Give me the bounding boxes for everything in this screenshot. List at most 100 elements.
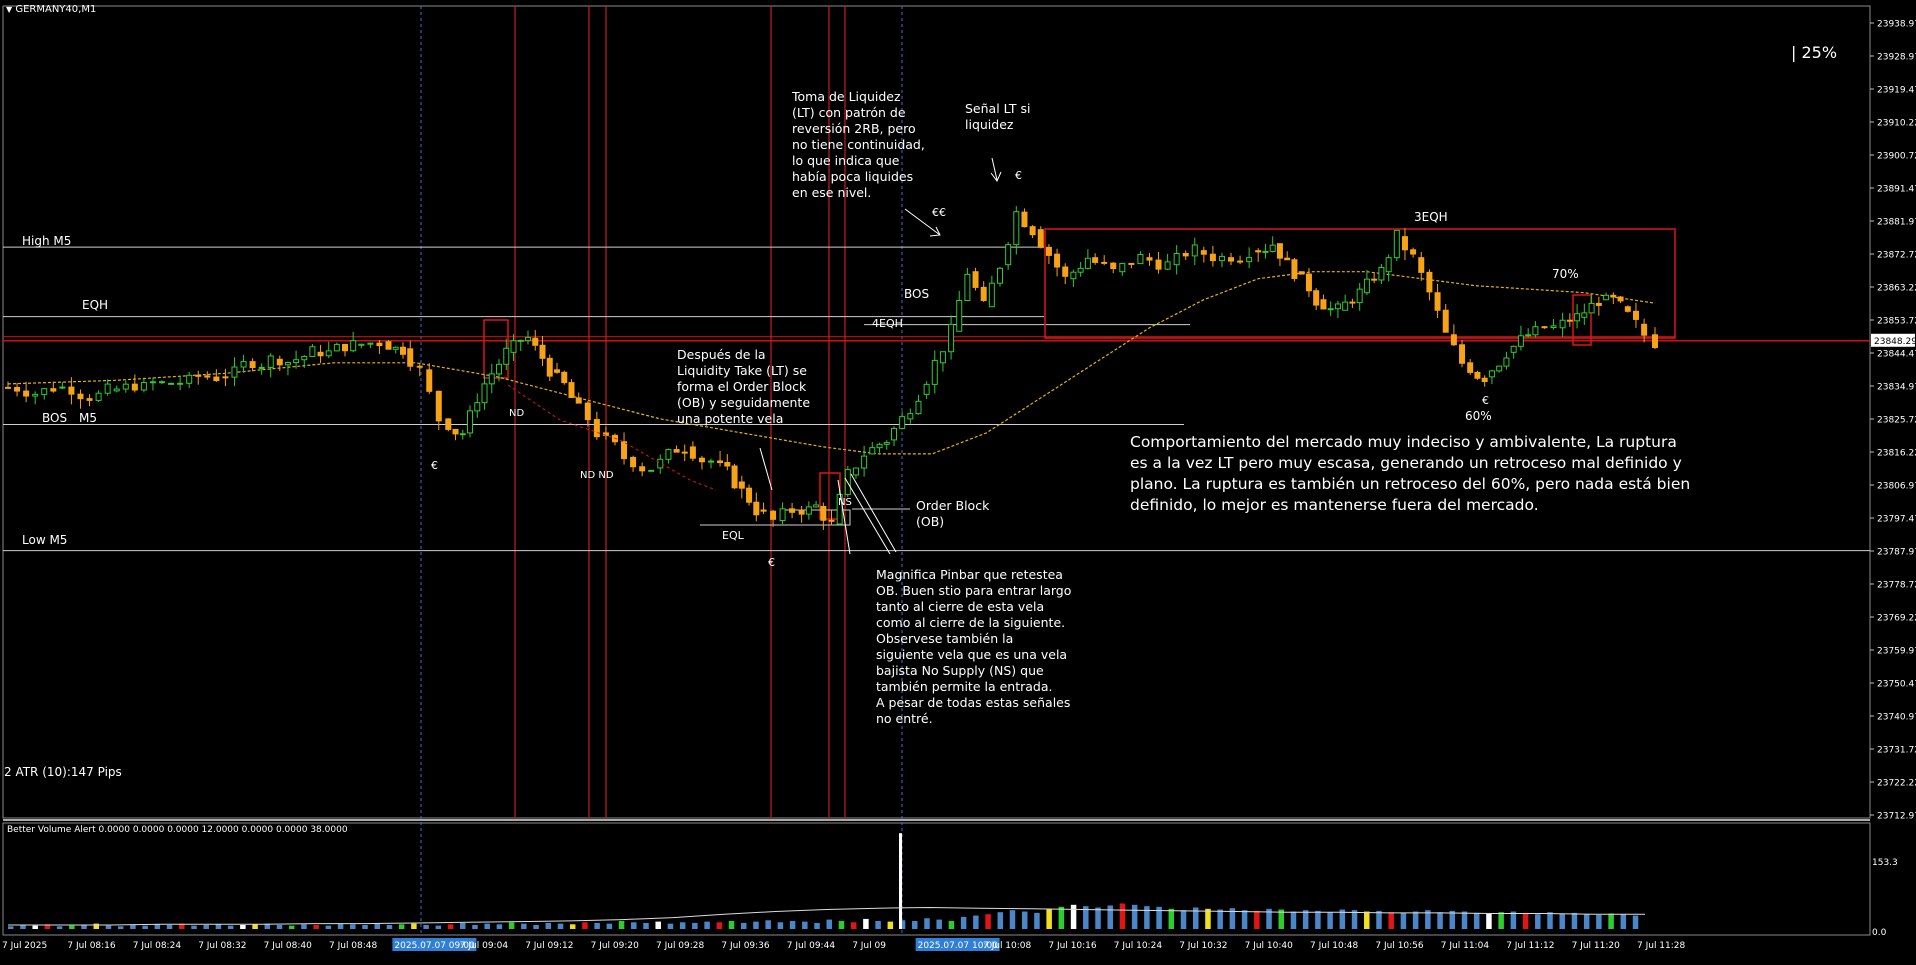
bullish-candle xyxy=(1525,334,1532,337)
bullish-candle xyxy=(510,340,517,353)
volume-bar xyxy=(1156,906,1162,929)
volume-bar xyxy=(1034,912,1040,929)
volume-bar xyxy=(81,924,87,929)
bearish-candle xyxy=(689,446,696,459)
bullish-candle xyxy=(1559,319,1566,329)
bearish-candle xyxy=(828,519,835,522)
bullish-candle xyxy=(525,337,532,341)
bullish-candle xyxy=(41,388,48,395)
bullish-candle xyxy=(367,342,374,345)
volume-bar xyxy=(93,923,100,929)
bearish-candle xyxy=(731,465,738,489)
bearish-candle xyxy=(1276,243,1283,259)
y-tick-label: 23740.97 xyxy=(1877,713,1916,723)
volume-zero-label: 0.0 xyxy=(1872,928,1887,938)
bullish-candle xyxy=(1385,257,1392,273)
bearish-candle xyxy=(1037,229,1044,248)
bullish-candle xyxy=(948,323,955,353)
x-tick-label: 7 Jul 11:04 xyxy=(1441,941,1490,951)
low-m5-label: Low M5 xyxy=(22,533,68,547)
volume-indicator-title: Better Volume Alert 0.0000 0.0000 0.0000… xyxy=(7,825,348,835)
current-price-tag xyxy=(1871,333,1915,347)
bullish-candle xyxy=(1574,313,1581,322)
bullish-candle xyxy=(1603,294,1610,301)
bullish-candle xyxy=(1550,325,1557,328)
volume-bar xyxy=(1083,906,1089,929)
bearish-candle xyxy=(204,375,211,378)
volume-bar xyxy=(240,924,246,929)
y-tick-label: 23712.97 xyxy=(1877,812,1916,822)
y-tick-label: 23816.22 xyxy=(1877,449,1916,459)
volume-bar xyxy=(789,920,796,929)
volume-bar xyxy=(521,923,527,929)
bearish-candle xyxy=(1182,252,1189,257)
annotation-arrowhead xyxy=(990,171,1002,182)
bullish-candle xyxy=(293,359,300,364)
volume-bar xyxy=(508,922,515,929)
annotation-arrowhead xyxy=(929,226,941,237)
bearish-candle xyxy=(1541,326,1548,329)
volume-bar xyxy=(130,924,136,929)
bearish-candle xyxy=(1624,306,1631,312)
eqh4-label: 4EQH xyxy=(872,317,903,330)
bullish-candle xyxy=(1077,267,1084,273)
bearish-candle xyxy=(1155,259,1162,270)
bearish-candle xyxy=(770,510,777,520)
bullish-candle xyxy=(1137,254,1144,265)
bearish-candle xyxy=(399,346,406,355)
volume-bar xyxy=(313,924,319,929)
bullish-candle xyxy=(467,410,474,434)
bearish-candle xyxy=(426,369,433,392)
bullish-candle xyxy=(1269,244,1276,252)
bearish-candle xyxy=(980,286,987,301)
volume-bar xyxy=(1144,906,1150,929)
volume-bar xyxy=(777,922,784,929)
volume-bar xyxy=(142,925,148,929)
volume-bar xyxy=(215,924,222,929)
volume-bar xyxy=(1009,910,1016,929)
dropdown-triangle-icon[interactable]: ▼ xyxy=(6,5,13,14)
bearish-candle xyxy=(435,390,442,422)
y-tick-label: 23919.47 xyxy=(1877,86,1916,96)
bullish-candle xyxy=(964,273,971,302)
bearish-candle xyxy=(1371,278,1378,281)
bullish-candle xyxy=(32,393,39,397)
bullish-candle xyxy=(333,343,340,352)
bullish-candle xyxy=(1173,252,1180,266)
bearish-candle xyxy=(1313,290,1320,306)
bullish-candle xyxy=(1356,288,1363,304)
volume-bar xyxy=(411,923,417,929)
bullish-candle xyxy=(1496,365,1503,372)
symbol-header[interactable]: ▼ GERMANY40,M1 xyxy=(6,4,96,15)
bullish-candle xyxy=(309,346,316,357)
bearish-candle xyxy=(1434,292,1441,311)
bullish-candle xyxy=(869,447,876,455)
y-tick-label: 23778.72 xyxy=(1877,581,1916,591)
volume-bar xyxy=(264,923,271,929)
bullish-candle xyxy=(59,386,66,389)
volume-bar xyxy=(374,922,380,929)
volume-bar xyxy=(252,924,258,929)
bearish-candle xyxy=(385,341,392,350)
bearish-candle xyxy=(798,509,805,515)
volume-bar xyxy=(582,922,588,929)
volume-bar xyxy=(1205,908,1211,929)
volume-bar xyxy=(1266,908,1272,929)
volume-bar xyxy=(301,924,307,929)
volume-bar xyxy=(386,924,393,929)
bullish-candle xyxy=(186,374,193,384)
x-tick-label: 7 Jul 11:28 xyxy=(1637,941,1686,951)
bearish-candle xyxy=(1092,257,1099,263)
bullish-candle xyxy=(657,458,664,469)
volume-bar xyxy=(1608,913,1614,929)
bullish-candle xyxy=(95,392,102,401)
bearish-candle xyxy=(276,358,283,366)
bullish-candle xyxy=(1517,335,1524,347)
bearish-candle xyxy=(1349,301,1356,304)
bullish-candle xyxy=(805,506,812,515)
volume-bar xyxy=(1632,915,1639,929)
volume-bar xyxy=(362,924,368,929)
volume-bar xyxy=(69,925,75,929)
